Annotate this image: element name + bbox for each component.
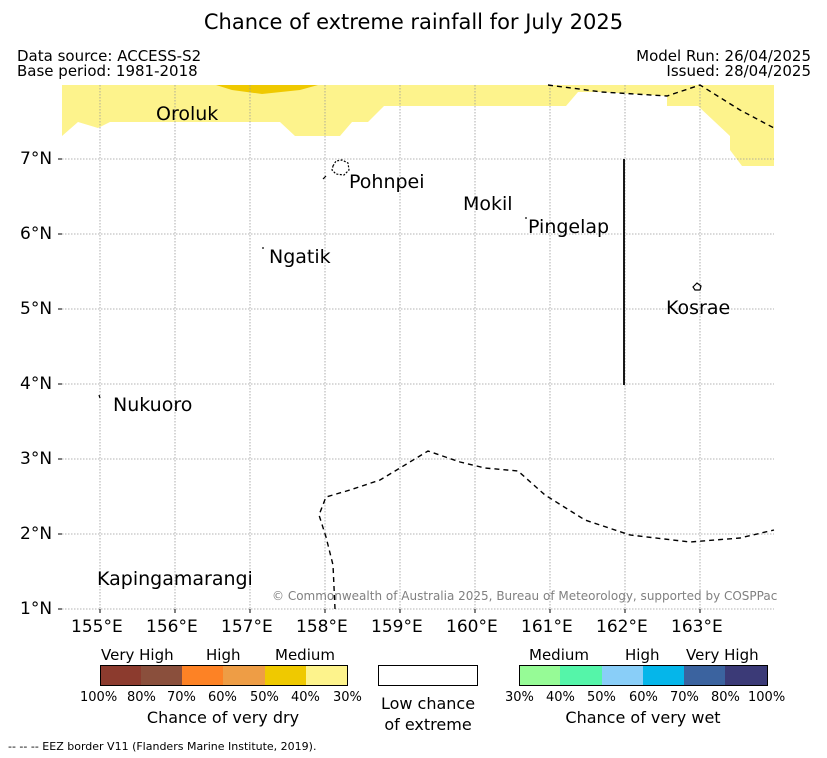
nukuoro-island	[98, 394, 101, 399]
wet-swatch	[519, 665, 561, 686]
dry-legend-tick: 40%	[291, 690, 320, 705]
chart-title: Chance of extreme rainfall for July 2025	[203, 10, 624, 34]
dry-legend-tick: 60%	[208, 690, 237, 705]
issued-label: Issued: 28/04/2025	[666, 62, 811, 80]
lat-tick-label: 6°N	[20, 224, 53, 244]
wet-swatch	[643, 665, 685, 686]
wet-swatch	[684, 665, 726, 686]
dry-legend-header-high: High	[206, 646, 241, 664]
wet-legend-header-very-high: Very High	[686, 646, 759, 664]
dry-legend-header-very-high: Very High	[101, 646, 174, 664]
model-run-label: Model Run: 26/04/2025	[636, 47, 811, 65]
dry-swatch	[223, 665, 266, 686]
dry-legend-caption: Chance of very dry	[146, 708, 300, 727]
pohnpei-island	[331, 159, 350, 176]
gridlines	[62, 85, 774, 610]
eez-borders	[318, 84, 775, 610]
dry-swatch	[182, 665, 224, 686]
wet-legend-tick: 60%	[629, 690, 658, 705]
copyright-notice: © Commonwealth of Australia 2025, Bureau…	[272, 589, 778, 603]
lat-tick-label: 5°N	[20, 299, 53, 319]
place-label-kosrae: Kosrae	[666, 297, 731, 319]
lon-tick-label: 160°E	[446, 617, 498, 637]
ngatik-island	[262, 247, 264, 249]
wet-legend-tick: 50%	[587, 690, 616, 705]
dry-swatch	[141, 665, 183, 686]
wet-legend-tick: 100%	[748, 690, 786, 705]
place-label-oroluk: Oroluk	[156, 103, 219, 125]
dry-swatch	[306, 665, 348, 686]
dry-swatch	[100, 665, 142, 686]
wet-swatch	[725, 665, 768, 686]
lat-tick-label: 7°N	[20, 149, 53, 169]
wet-swatch	[560, 665, 603, 686]
dry-legend-tick: 70%	[167, 690, 196, 705]
lon-tick-label: 163°E	[671, 617, 723, 637]
eez-footnote: -- -- -- EEZ border V11 (Flanders Marine…	[8, 740, 317, 753]
lon-tick-label: 155°E	[71, 617, 123, 637]
wet-swatch	[602, 665, 644, 686]
place-label-pohnpei: Pohnpei	[349, 171, 425, 193]
lon-tick-label: 162°E	[596, 617, 648, 637]
dry-swatch	[265, 665, 307, 686]
lon-tick-label: 157°E	[221, 617, 273, 637]
dry-legend-tick: 80%	[127, 690, 156, 705]
base-period-label: Base period: 1981-2018	[17, 62, 198, 80]
place-label-kapingamarangi: Kapingamarangi	[97, 568, 253, 590]
place-label-mokil: Mokil	[463, 193, 513, 215]
lat-tick-label: 3°N	[20, 449, 53, 469]
dry-legend-header-medium: Medium	[275, 646, 335, 664]
wet-legend-caption: Chance of very wet	[565, 708, 721, 727]
low-chance-swatch	[378, 665, 478, 686]
lon-tick-label: 159°E	[371, 617, 423, 637]
pohnpei-islet	[322, 175, 327, 180]
lon-tick-label: 156°E	[146, 617, 198, 637]
wet-legend-tick: 30%	[505, 690, 534, 705]
dry-high-region	[216, 85, 318, 94]
dry-legend-tick: 100%	[80, 690, 118, 705]
place-label-pingelap: Pingelap	[528, 216, 610, 238]
lat-tick-label: 2°N	[20, 524, 53, 544]
wet-legend-tick: 80%	[711, 690, 740, 705]
dry-medium-region	[62, 85, 774, 166]
kosrae-island	[692, 282, 702, 291]
place-label-nukuoro: Nukuoro	[113, 394, 193, 416]
dry-legend-tick: 30%	[333, 690, 362, 705]
lon-tick-label: 158°E	[296, 617, 348, 637]
wet-legend-header-medium: Medium	[529, 646, 589, 664]
low-chance-caption-line1: Low chance	[380, 694, 476, 713]
low-chance-caption-line2: of extreme	[384, 715, 472, 734]
axis-ticks	[58, 158, 701, 613]
dry-legend-tick: 50%	[250, 690, 279, 705]
place-label-ngatik: Ngatik	[269, 246, 331, 268]
wet-legend-tick: 40%	[546, 690, 575, 705]
lat-tick-label: 4°N	[20, 374, 53, 394]
data-source-label: Data source: ACCESS-S2	[17, 47, 202, 65]
lat-tick-label: 1°N	[20, 599, 53, 619]
pingelap-island	[525, 217, 527, 219]
lon-tick-label: 161°E	[521, 617, 573, 637]
wet-legend-tick: 70%	[670, 690, 699, 705]
wet-legend-header-high: High	[625, 646, 660, 664]
